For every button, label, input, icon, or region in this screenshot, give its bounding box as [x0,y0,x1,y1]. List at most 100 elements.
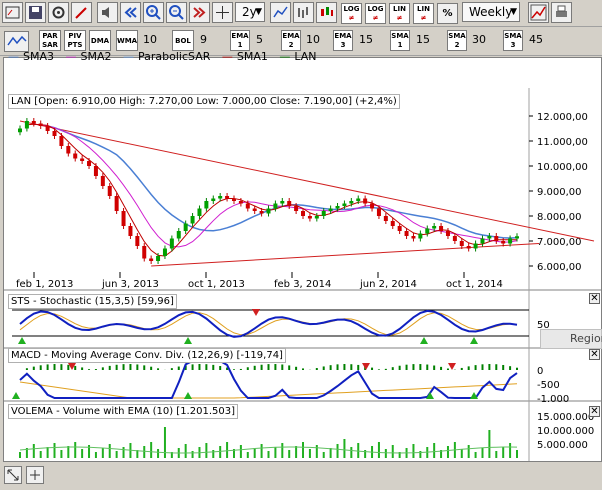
y-tick-label: 9.000,00 [537,187,582,198]
candle-body [176,231,181,239]
indicator-wma[interactable]: WMA [116,30,138,51]
candle-body [480,238,485,244]
candle-body [190,216,195,224]
candle-body [363,198,368,204]
candle-body [349,201,354,204]
legend-label: ParabolicSAR [138,50,211,63]
indicator-label: PIV PTS [67,32,83,49]
candle-body [508,238,513,244]
expand-icon[interactable] [4,466,22,484]
indicator-ema1[interactable]: EMA 1 [230,30,250,51]
candle-body [31,121,36,124]
save-icon[interactable] [25,2,46,23]
wma-param[interactable]: 10 [143,33,157,46]
indicator-sma1[interactable]: SMA 1 [390,30,410,51]
ema1-param[interactable]: 5 [256,33,263,46]
close-icon[interactable]: ✕ [589,293,600,304]
sts-line [19,309,518,338]
candle-body [356,198,361,201]
candle-body [335,206,340,209]
log-toggle-1[interactable]: LOG ≠ [341,3,362,24]
indicator-label: EMA 1 [231,32,249,49]
sma1-param[interactable]: 15 [416,33,430,46]
region-tab[interactable]: Regior [540,329,602,349]
log-toggle-2[interactable]: LOG ≠ [365,3,386,24]
volume-ema-line [19,446,518,454]
zigzag-icon[interactable] [4,31,29,52]
indicator-label: SMA 2 [448,32,466,49]
ema3-param[interactable]: 15 [359,33,373,46]
lin-toggle-2[interactable]: LIN ≠ [413,3,434,24]
legend-label: SMA3 [23,50,54,63]
candle-body [301,211,306,216]
candle-body [397,226,402,231]
indicator-sma3[interactable]: SMA 3 [503,30,523,51]
sma2-param[interactable]: 30 [472,33,486,46]
candle-body [204,201,209,209]
sound-icon[interactable] [97,2,118,23]
candle-body [452,236,457,241]
draw-tool-icon[interactable] [71,2,92,23]
sma3-line [47,125,518,239]
close-icon[interactable]: ✕ [589,349,600,360]
sell-signal-marker [68,363,76,370]
candle-body [445,231,450,236]
ema2-param[interactable]: 10 [306,33,320,46]
legend-label: LAN [294,50,317,63]
indicator-pivpts[interactable]: PIV PTS [64,30,86,51]
chart-settings-icon[interactable] [528,2,549,23]
chart-icon[interactable] [2,2,23,23]
zoom-in-icon[interactable] [143,2,164,23]
scroll-right-icon[interactable] [189,2,210,23]
scroll-left-icon[interactable] [120,2,141,23]
candle-body [156,256,161,261]
candle-body [114,196,119,211]
candle-body [376,208,381,216]
price-panel-title: LAN [Open: 6.910,00 High: 7.270,00 Low: … [8,94,400,109]
lin-toggle-1[interactable]: LIN ≠ [389,3,410,24]
x-tick-label: feb 1, 2013 [16,279,73,290]
bol-param[interactable]: 9 [200,33,207,46]
toggle-sub: ≠ [420,14,427,22]
indicator-parsar[interactable]: PAR SAR [39,30,61,51]
candle-body [494,236,499,241]
candle-body [501,241,506,244]
bar-chart-icon[interactable] [293,2,314,23]
candle-body [225,196,230,199]
print-icon[interactable] [551,2,572,23]
y-tick-label: 7.000,00 [537,237,582,248]
indicator-ema3[interactable]: EMA 3 [333,30,353,51]
percent-button[interactable]: % [437,3,458,24]
indicator-sma2[interactable]: SMA 2 [447,30,467,51]
toggle-sub: ≠ [348,14,355,22]
candle-body [107,186,112,196]
chart-area[interactable]: 12.000,00 11.000,00 10.000,00 9.000,00 8.000… [3,57,602,462]
macd-axis-label: 0 [537,366,543,377]
indicator-dma[interactable]: DMA [89,30,111,51]
chart-legend: — SMA3 — SMA2 — ParabolicSAR — SMA1 — LAN [8,50,325,63]
candle-chart-icon[interactable] [316,2,337,23]
buy-signal-marker [470,392,478,399]
crosshair-icon[interactable] [212,2,233,23]
toggle-label: LOG [343,5,360,13]
indicator-label: BOL [175,37,191,45]
legend-parabolicsar: — ParabolicSAR [123,50,211,63]
candle-body [135,236,140,246]
candle-body [24,121,29,129]
close-icon[interactable]: ✕ [589,406,600,417]
indicator-ema2[interactable]: EMA 2 [281,30,301,51]
indicator-bol[interactable]: BOL [172,30,194,51]
sma3-param[interactable]: 45 [529,33,543,46]
candle-body [87,161,92,166]
candle-body [218,196,223,199]
interval-select[interactable]: Weekly ▼ [462,2,520,22]
candle-body [142,246,147,259]
zoom-out-icon[interactable] [166,2,187,23]
settings-icon[interactable] [48,2,69,23]
buy-signal-marker [420,337,428,344]
buy-signal-marker [184,392,192,399]
period-select[interactable]: 2y ▼ [235,2,265,22]
candle-body [169,238,174,249]
collapse-icon[interactable] [26,466,44,484]
line-chart-icon[interactable] [270,2,291,23]
